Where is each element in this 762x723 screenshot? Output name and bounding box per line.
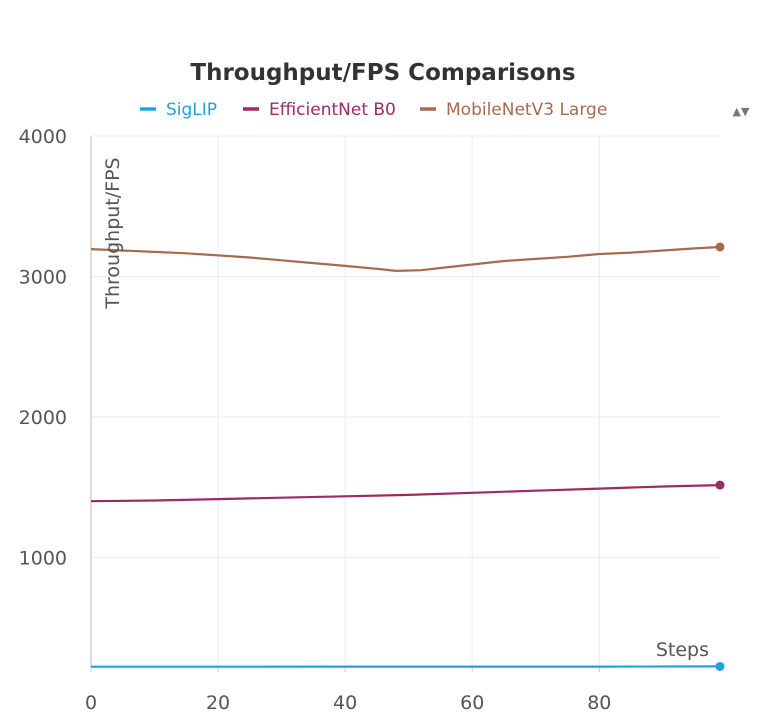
- y-tick-label: 2000: [19, 407, 67, 429]
- x-tick-label: 80: [587, 692, 611, 714]
- legend-label-2[interactable]: MobileNetV3 Large: [446, 100, 607, 120]
- series-line-1: [90, 484, 721, 503]
- grid: [90, 135, 720, 667]
- series-line-2: [90, 245, 721, 272]
- series-group: [90, 242, 725, 671]
- x-tick-label: 0: [85, 692, 97, 714]
- y-tick-label: 4000: [19, 126, 67, 148]
- x-tick-label: 40: [333, 692, 357, 714]
- x-tick-label: 20: [206, 692, 230, 714]
- up-down-arrows-icon[interactable]: ▲▼: [733, 105, 750, 118]
- y-tick-label: 1000: [19, 547, 67, 569]
- x-tick-label: 60: [460, 692, 484, 714]
- series-endpoint-1: [715, 480, 725, 490]
- legend-label-1[interactable]: EfficientNet B0: [269, 100, 396, 120]
- y-tick-label: 3000: [19, 266, 67, 288]
- series-endpoint-0: [715, 661, 725, 671]
- x-axis-label: Steps: [656, 639, 709, 661]
- legend-label-0[interactable]: SigLIP: [166, 100, 217, 120]
- legend: SigLIP EfficientNet B0 MobileNetV3 Large: [140, 100, 607, 120]
- y-axis-label: Throughput/FPS: [102, 157, 124, 309]
- series-endpoint-2: [715, 242, 725, 252]
- axes: 1000 2000 3000 4000 0 20 40 60 80: [19, 126, 720, 714]
- chart-title: Throughput/FPS Comparisons: [190, 60, 575, 86]
